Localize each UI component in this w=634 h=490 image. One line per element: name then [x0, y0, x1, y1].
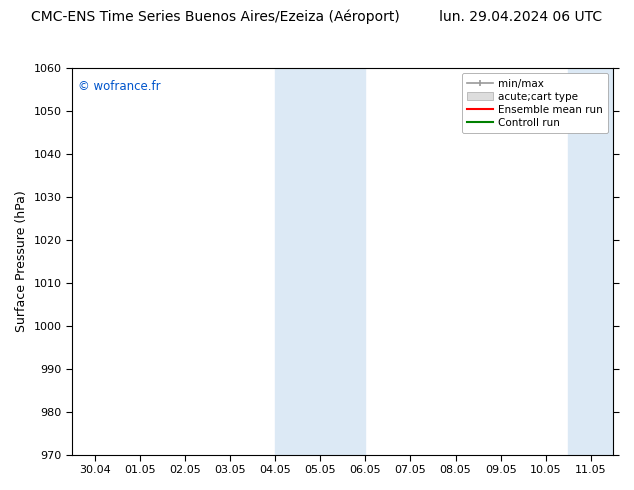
Bar	[568, 68, 634, 455]
Text: © wofrance.fr: © wofrance.fr	[77, 80, 160, 93]
Text: CMC-ENS Time Series Buenos Aires/Ezeiza (Aéroport)         lun. 29.04.2024 06 UT: CMC-ENS Time Series Buenos Aires/Ezeiza …	[32, 10, 602, 24]
Legend: min/max, acute;cart type, Ensemble mean run, Controll run: min/max, acute;cart type, Ensemble mean …	[462, 74, 608, 133]
Y-axis label: Surface Pressure (hPa): Surface Pressure (hPa)	[15, 191, 28, 332]
Bar	[275, 68, 365, 455]
